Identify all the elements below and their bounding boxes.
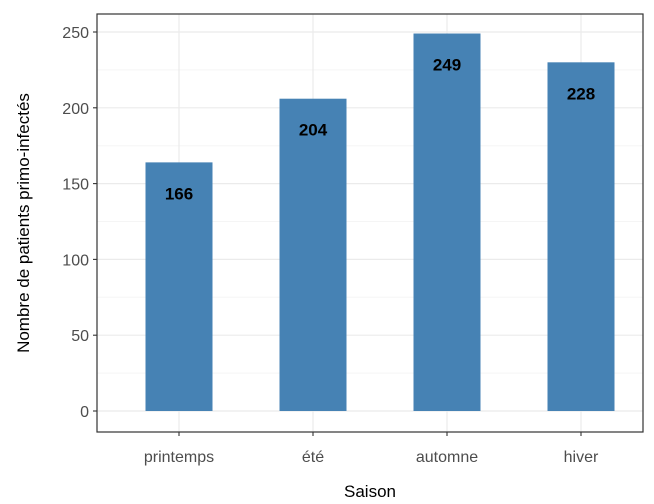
bar-été bbox=[279, 98, 347, 411]
bar-automne bbox=[413, 33, 481, 412]
y-tick-label: 50 bbox=[71, 328, 89, 345]
y-tick-label: 100 bbox=[62, 252, 89, 269]
x-axis-title: Saison bbox=[344, 482, 396, 501]
data-label: 166 bbox=[165, 184, 193, 203]
y-axis: 0 50 100 150 200 250 bbox=[62, 25, 97, 421]
y-axis-title: Nombre de patients primo-infectés bbox=[14, 93, 33, 353]
data-label: 228 bbox=[567, 84, 595, 103]
data-label: 249 bbox=[433, 56, 461, 75]
bars bbox=[145, 33, 615, 412]
data-label: 204 bbox=[299, 121, 328, 140]
bar-hiver bbox=[547, 62, 615, 411]
x-tick-label: printemps bbox=[144, 449, 214, 466]
y-tick-label: 150 bbox=[62, 177, 89, 194]
y-tick-label: 0 bbox=[80, 404, 89, 421]
x-tick-label: été bbox=[302, 449, 324, 466]
data-labels: 166 204 249 228 bbox=[165, 56, 595, 204]
panel-border bbox=[96, 13, 644, 433]
x-tick-label: hiver bbox=[564, 449, 599, 466]
x-axis: printemps été automne hiver bbox=[144, 432, 599, 466]
bar-printemps bbox=[145, 162, 213, 411]
x-tick-label: automne bbox=[416, 449, 478, 466]
y-tick-label: 250 bbox=[62, 25, 89, 42]
y-tick-label: 200 bbox=[62, 101, 89, 118]
